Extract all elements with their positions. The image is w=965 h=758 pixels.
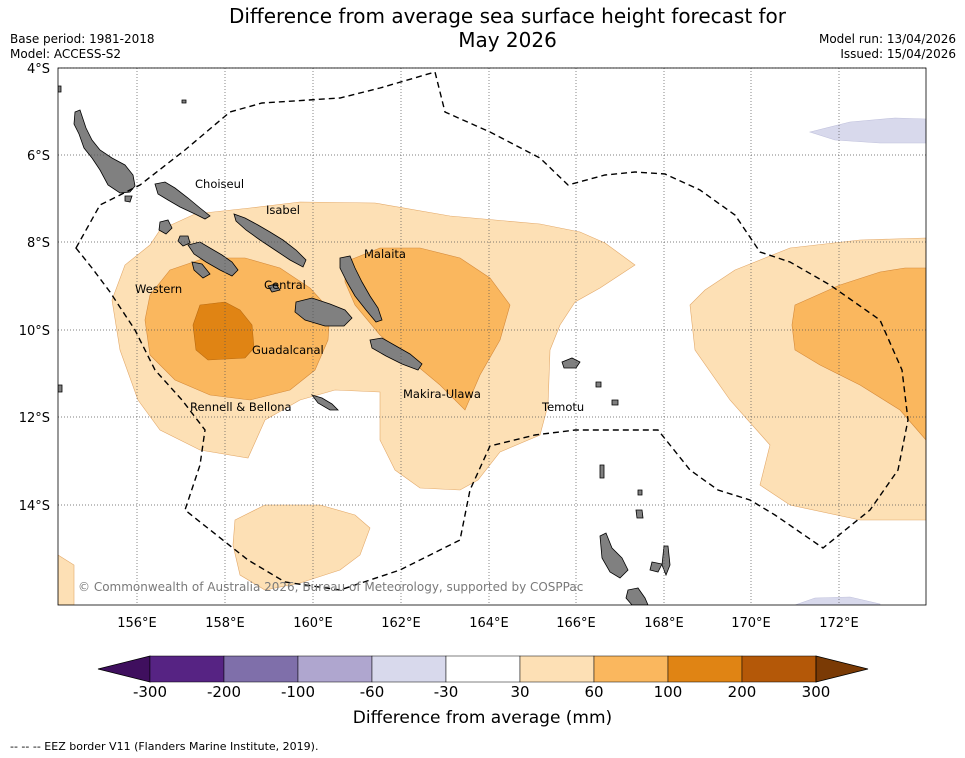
colorbar-tick: 60 — [584, 683, 604, 701]
colorbar-tick: 200 — [727, 683, 757, 701]
colorbar-tick: -100 — [280, 683, 316, 701]
lon-label: 172°E — [819, 616, 859, 631]
colorbar-tick: -30 — [433, 683, 459, 701]
island-pentecost — [661, 545, 671, 577]
colorbar — [97, 655, 869, 683]
anomaly-60-100-central — [344, 247, 511, 411]
region-label-rennell-bellona: Rennell & Bellona — [190, 400, 292, 414]
title-line-2: May 2026 — [458, 28, 557, 52]
colorbar-label: Difference from average (mm) — [352, 708, 613, 728]
meta-right: Model run: 13/04/2026 Issued: 15/04/2026 — [819, 32, 956, 62]
region-label-makira-ulawa: Makira-Ulawa — [403, 387, 481, 401]
island-small-2 — [611, 399, 619, 406]
copyright-notice: © Commonwealth of Australia 2026, Bureau… — [78, 580, 584, 594]
colorbar-swatch — [593, 655, 669, 683]
colorbar-arrow-left — [97, 655, 151, 683]
anomaly-neg-se — [794, 596, 881, 605]
lon-label: 164°E — [469, 616, 509, 631]
region-labels: Choiseul Isabel Malaita Western Central … — [135, 177, 584, 414]
lat-label: 10°S — [19, 324, 50, 339]
map-frame — [57, 67, 927, 606]
island-small-7 — [58, 85, 62, 93]
island-kolombangara — [177, 235, 191, 247]
colorbar-tick: 30 — [510, 683, 530, 701]
issued-text: Issued: 15/04/2026 — [840, 47, 956, 61]
island-malekula — [625, 587, 649, 605]
colorbar-tick: -200 — [206, 683, 242, 701]
island-espiritu-santo — [599, 532, 629, 579]
land-layer — [58, 85, 671, 605]
colorbar-tick: 300 — [801, 683, 831, 701]
anomaly-layer — [58, 117, 926, 605]
eez-footnote: -- -- -- EEZ border V11 (Flanders Marine… — [10, 740, 319, 753]
anomaly-neg-ne — [808, 117, 926, 144]
island-small-8 — [181, 99, 187, 104]
island-santa-cruz — [561, 357, 581, 369]
lat-label: 4°S — [27, 62, 50, 77]
eez-border — [75, 71, 909, 591]
colorbar-swatch — [519, 655, 595, 683]
colorbar-tick: 100 — [653, 683, 683, 701]
meta-left: Base period: 1981-2018 Model: ACCESS-S2 — [10, 32, 155, 62]
colorbar-swatch — [371, 655, 447, 683]
island-maewo — [649, 561, 663, 573]
island-guadalcanal — [294, 297, 353, 327]
island-small-5 — [637, 489, 643, 496]
island-small-4 — [58, 384, 63, 393]
island-rendova — [191, 261, 211, 279]
lon-label: 158°E — [205, 616, 245, 631]
eez-solomon — [75, 71, 909, 591]
region-label-choiseul: Choiseul — [195, 177, 244, 191]
lon-label: 160°E — [293, 616, 333, 631]
lat-label: 12°S — [19, 411, 50, 426]
island-vella — [158, 219, 173, 235]
island-choiseul — [154, 181, 211, 220]
lon-label: 170°E — [731, 616, 771, 631]
model-run-text: Model run: 13/04/2026 — [818, 32, 956, 46]
island-small-6 — [599, 464, 605, 479]
island-ambae — [635, 509, 644, 519]
colorbar-tick: -300 — [132, 683, 168, 701]
colorbar-swatch — [297, 655, 373, 683]
colorbar-swatch — [445, 655, 521, 683]
base-period-text: Base period: 1981-2018 — [10, 32, 155, 46]
region-label-guadalcanal: Guadalcanal — [252, 343, 324, 357]
map-title: Difference from average sea surface heig… — [0, 4, 965, 52]
lat-label: 14°S — [19, 499, 50, 514]
region-label-malaita: Malaita — [364, 247, 406, 261]
lat-label: 6°S — [27, 149, 50, 164]
lat-label: 8°S — [27, 236, 50, 251]
anomaly-100-200-west — [192, 301, 255, 361]
island-santa-isabel — [233, 213, 307, 268]
lon-label: 156°E — [117, 616, 157, 631]
lon-label: 168°E — [644, 616, 684, 631]
lat-labels: 4°S 6°S 8°S 10°S 12°S 14°S — [19, 62, 50, 514]
region-label-isabel: Isabel — [266, 203, 300, 217]
colorbar-tick: -60 — [359, 683, 385, 701]
island-rennell — [310, 394, 339, 411]
colorbar-swatch — [149, 655, 225, 683]
colorbar-swatch — [741, 655, 817, 683]
colorbar-swatch — [223, 655, 299, 683]
gridlines — [58, 67, 926, 605]
region-label-temotu: Temotu — [541, 400, 584, 414]
island-small-3 — [124, 195, 133, 203]
island-new-georgia — [187, 241, 239, 277]
anomaly-30-60-sw — [58, 554, 75, 605]
region-label-central: Central — [264, 278, 306, 292]
title-line-1: Difference from average sea surface heig… — [228, 4, 787, 28]
region-label-western: Western — [135, 282, 182, 296]
anomaly-60-100-east — [791, 267, 926, 441]
island-small-1 — [595, 381, 602, 388]
island-russell — [267, 283, 281, 293]
island-malaita — [339, 255, 383, 323]
lon-labels: 156°E 158°E 160°E 162°E 164°E 166°E 168°… — [117, 616, 859, 631]
lon-label: 162°E — [381, 616, 421, 631]
model-text: Model: ACCESS-S2 — [10, 47, 122, 61]
lon-label: 166°E — [556, 616, 596, 631]
island-makira — [369, 337, 423, 371]
colorbar-swatch — [667, 655, 743, 683]
colorbar-arrow-right — [815, 655, 869, 683]
